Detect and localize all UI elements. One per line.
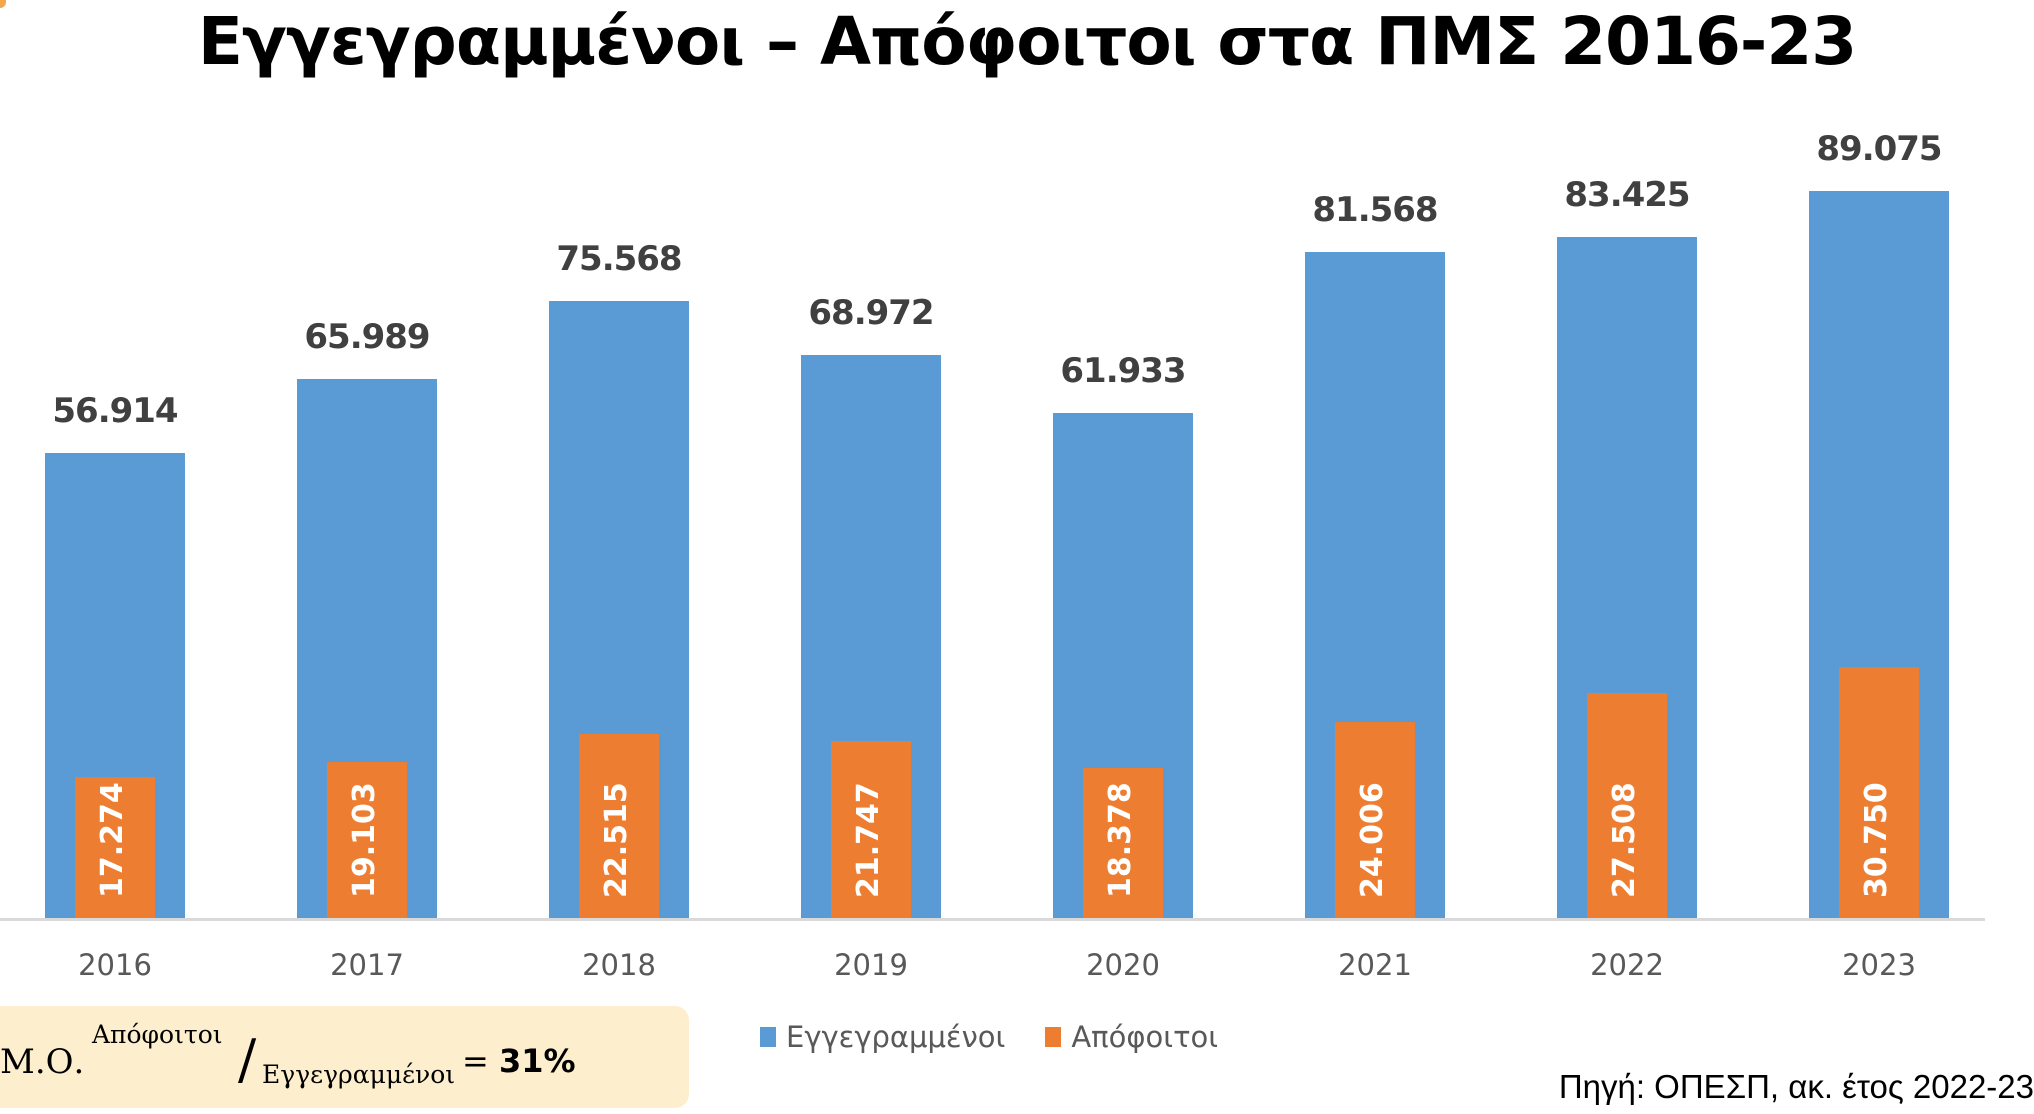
x-tick-2019: 2019: [834, 948, 908, 982]
x-tick-2020: 2020: [1086, 948, 1160, 982]
x-tick-2018: 2018: [582, 948, 656, 982]
x-axis-line: [0, 918, 1985, 921]
label-enrolled-2018: 75.568: [556, 239, 682, 279]
bar-graduates-2018: [579, 734, 659, 918]
bar-graduates-2020: [1083, 768, 1163, 918]
legend-label-enrolled: Εγγεγραμμένοι: [786, 1020, 1006, 1054]
legend-item-enrolled: Εγγεγραμμένοι: [760, 1020, 1005, 1054]
ratio-result: = 31%: [462, 1042, 576, 1080]
chart-title: Εγγεγραμμένοι – Απόφοιτοι στα ΠΜΣ 2016-2…: [197, 3, 1857, 80]
average-prefix: Μ.Ο.: [0, 1042, 85, 1082]
label-graduates-2021: 24.006: [1355, 782, 1390, 898]
bar-graduates-2016: [75, 777, 155, 918]
legend-swatch-enrolled-icon: [760, 1027, 776, 1047]
label-enrolled-2020: 61.933: [1060, 351, 1186, 391]
legend-label-graduates: Απόφοιτοι: [1071, 1020, 1219, 1054]
x-tick-2016: 2016: [78, 948, 152, 982]
label-enrolled-2022: 83.425: [1564, 175, 1690, 215]
bar-graduates-2017: [327, 762, 407, 918]
bar-graduates-2023: [1839, 667, 1919, 918]
label-enrolled-2023: 89.075: [1816, 129, 1942, 169]
corner-accent-decoration: [0, 0, 6, 8]
ratio-slash: /: [238, 1028, 257, 1091]
x-tick-2021: 2021: [1338, 948, 1412, 982]
label-graduates-2022: 27.508: [1607, 782, 1642, 898]
source-note: Πηγή: ΟΠΕΣΠ, ακ. έτος 2022-23: [1558, 1068, 2034, 1105]
label-graduates-2023: 30.750: [1859, 782, 1894, 898]
bar-graduates-2022: [1587, 693, 1667, 918]
label-graduates-2019: 21.747: [851, 782, 886, 898]
bar-graduates-2019: [831, 741, 911, 918]
label-enrolled-2019: 68.972: [808, 293, 934, 333]
average-ratio-box: Μ.Ο. Απόφοιτοι / Εγγεγραμμένοι = 31%: [0, 1006, 689, 1108]
label-enrolled-2016: 56.914: [52, 391, 178, 431]
label-graduates-2016: 17.274: [95, 782, 130, 898]
ratio-denominator: Εγγεγραμμένοι: [262, 1060, 456, 1089]
chart-legend: Εγγεγραμμένοι Απόφοιτοι: [760, 1020, 1258, 1054]
label-graduates-2018: 22.515: [599, 782, 634, 898]
ratio-value: 31%: [498, 1042, 576, 1080]
label-graduates-2020: 18.378: [1103, 782, 1138, 898]
label-graduates-2017: 19.103: [347, 782, 382, 898]
ratio-numerator: Απόφοιτοι: [92, 1020, 223, 1049]
x-tick-2023: 2023: [1842, 948, 1916, 982]
x-tick-2022: 2022: [1590, 948, 1664, 982]
label-enrolled-2017: 65.989: [304, 317, 430, 357]
bar-graduates-2021: [1335, 722, 1415, 918]
legend-item-graduates: Απόφοιτοι: [1045, 1020, 1218, 1054]
equals-sign: =: [462, 1042, 499, 1080]
legend-swatch-graduates-icon: [1045, 1027, 1062, 1047]
x-tick-2017: 2017: [330, 948, 404, 982]
label-enrolled-2021: 81.568: [1312, 190, 1438, 230]
